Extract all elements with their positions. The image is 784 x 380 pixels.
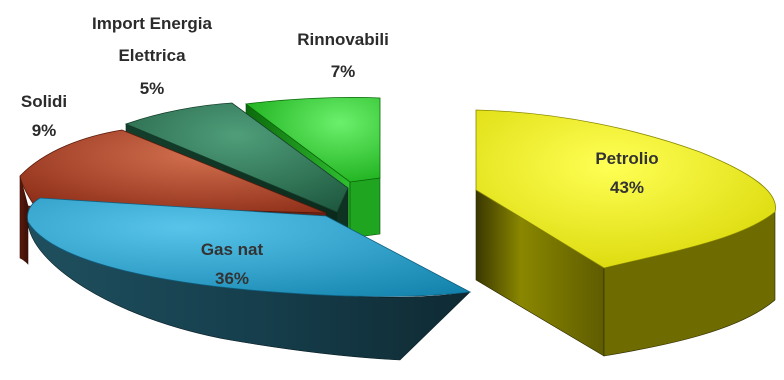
label-petrolio: Petrolio [595, 149, 658, 168]
slice-solidi-side [19, 175, 29, 265]
label-solidi-percent: 9% [32, 121, 57, 140]
slice-solidi-top [19, 129, 327, 214]
label-import-line1: Import Energia [92, 14, 213, 33]
label-import-line2: Elettrica [118, 46, 186, 65]
slice-petrolio [475, 109, 776, 357]
slice-rinnovabili-top [244, 96, 381, 183]
data-labels: Petrolio 43% Gas nat 36% Solidi 9% Impor… [21, 14, 659, 288]
label-petrolio-percent: 43% [610, 178, 644, 197]
label-rinnovabili-percent: 7% [331, 62, 356, 81]
label-import-percent: 5% [140, 79, 165, 98]
label-solidi: Solidi [21, 92, 67, 111]
label-gas-nat: Gas nat [201, 240, 264, 259]
label-gas-nat-percent: 36% [215, 269, 249, 288]
slice-rinnovabili-side-right [349, 177, 381, 239]
label-rinnovabili: Rinnovabili [297, 30, 389, 49]
slice-petrolio-top [475, 109, 776, 269]
slice-gas-nat-top [27, 197, 472, 297]
slice-gas-nat [27, 197, 472, 361]
slice-import-top [124, 102, 349, 213]
